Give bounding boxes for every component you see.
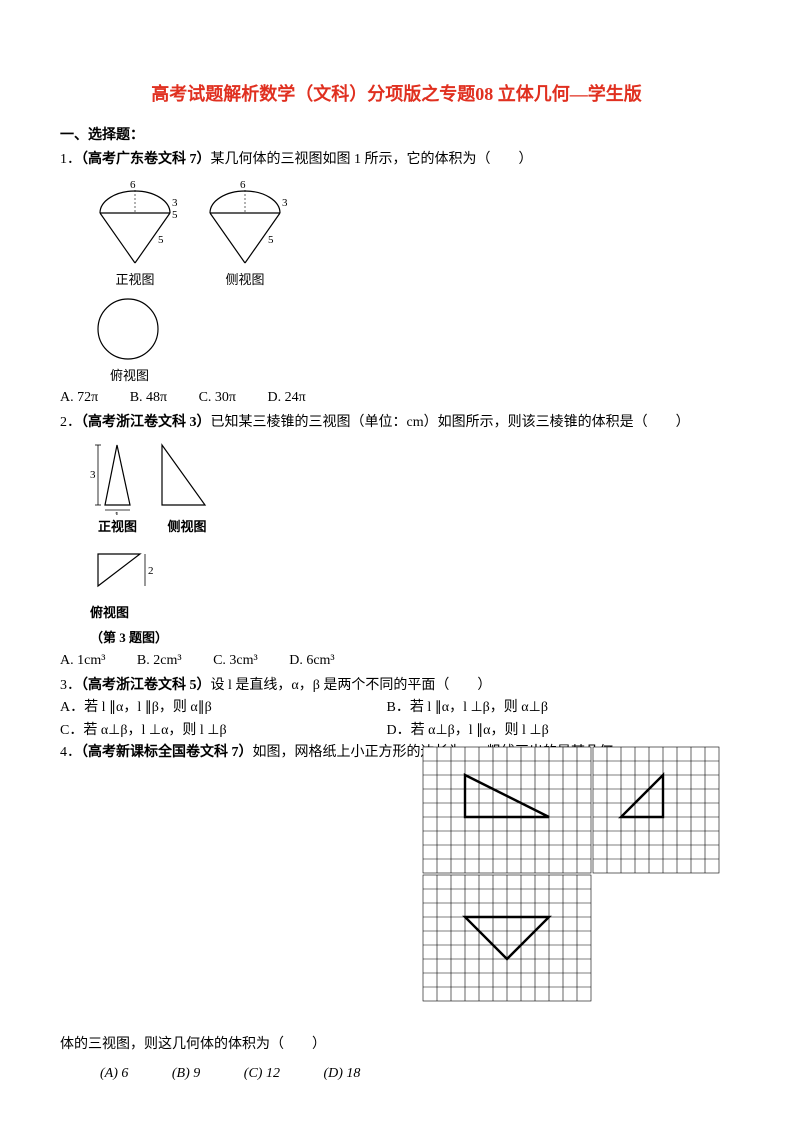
q2-side-caption: 侧视图 xyxy=(167,517,206,538)
question-4: 4．（高考新课标全国卷文科 7）如图，网格纸上小正方形的边长为 1，粗线画出的是… xyxy=(60,742,733,1085)
q4-prefix: 4． xyxy=(60,745,81,760)
question-2: 2．（高考浙江卷文科 3）已知某三棱锥的三视图（单位：cm）如图所示，则该三棱锥… xyxy=(60,412,733,434)
q4-opt-d: (D) 18 xyxy=(323,1063,360,1085)
q4-opt-c: (C) 12 xyxy=(244,1063,280,1085)
svg-text:5: 5 xyxy=(268,234,274,246)
q1-front-view: 6 3 5 5 正视图 xyxy=(90,178,180,291)
svg-text:5: 5 xyxy=(158,234,164,246)
q1-figures: 6 3 5 5 正视图 6 3 5 侧视图 xyxy=(90,178,733,291)
svg-text:1: 1 xyxy=(114,510,120,515)
q2-source: （高考浙江卷文科 3） xyxy=(81,415,211,430)
q2-opt-d: D. 6cm³ xyxy=(289,650,334,672)
q3-opt-a: A．若 l ∥α，l ∥β，则 α∥β xyxy=(60,697,383,719)
q1-source: （高考广东卷文科 7） xyxy=(81,152,211,167)
q1-front-svg: 6 3 5 5 xyxy=(90,178,180,268)
q4-grid-figure xyxy=(413,742,743,1012)
q3-source: （高考浙江卷文科 5） xyxy=(81,678,211,693)
q2-figures: 3 1 正视图 侧视图 2 俯视图 （第 3 题图） xyxy=(90,440,733,648)
q3-opt-c: C．若 α⊥β，l ⊥α，则 l ⊥β xyxy=(60,720,383,742)
q2-opt-b: B. 2cm³ xyxy=(137,650,182,672)
svg-text:6: 6 xyxy=(130,179,136,191)
q2-fig-title: （第 3 题图） xyxy=(90,628,168,649)
q3-options-row1: A．若 l ∥α，l ∥β，则 α∥β B．若 l ∥α，l ⊥β，则 α⊥β xyxy=(60,697,733,719)
q2-options: A. 1cm³ B. 2cm³ C. 3cm³ D. 6cm³ xyxy=(60,650,733,672)
q1-top-svg xyxy=(90,294,170,364)
q3-text: 设 l 是直线，α，β 是两个不同的平面（ ） xyxy=(211,678,492,693)
page-title: 高考试题解析数学（文科）分项版之专题08 立体几何—学生版 xyxy=(60,80,733,109)
q3-opt-b: B．若 l ∥α，l ⊥β，则 α⊥β xyxy=(387,697,710,719)
q1-top-caption: 俯视图 xyxy=(110,366,149,387)
question-1: 1．（高考广东卷文科 7）某几何体的三视图如图 1 所示，它的体积为（ ） xyxy=(60,149,733,171)
q4-source: （高考新课标全国卷文科 7） xyxy=(81,745,253,760)
q1-side-caption: 侧视图 xyxy=(225,270,264,291)
q4-opt-a: (A) 6 xyxy=(100,1063,128,1085)
q3-prefix: 3． xyxy=(60,678,81,693)
svg-text:3: 3 xyxy=(90,469,96,481)
q1-opt-b: B. 48π xyxy=(130,387,167,409)
title-num: 08 xyxy=(475,84,493,104)
section-heading: 一、选择题： xyxy=(60,125,733,147)
q2-opt-c: C. 3cm³ xyxy=(213,650,258,672)
q2-top-svg: 2 xyxy=(90,546,160,601)
question-3: 3．（高考浙江卷文科 5）设 l 是直线，α，β 是两个不同的平面（ ） xyxy=(60,675,733,697)
q1-top-view: 俯视图 xyxy=(90,294,733,387)
q1-options: A. 72π B. 48π C. 30π D. 24π xyxy=(60,387,733,409)
q2-opt-a: A. 1cm³ xyxy=(60,650,105,672)
q1-front-caption: 正视图 xyxy=(115,270,154,291)
svg-text:2: 2 xyxy=(148,565,154,577)
q2-top-caption: 俯视图 xyxy=(90,603,129,624)
q3-opt-d: D．若 α⊥β，l ∥α，则 l ⊥β xyxy=(387,720,710,742)
q1-opt-a: A. 72π xyxy=(60,387,98,409)
q1-text: 某几何体的三视图如图 1 所示，它的体积为（ ） xyxy=(211,152,533,167)
q2-prefix: 2． xyxy=(60,415,81,430)
q4-options: (A) 6 (B) 9 (C) 12 (D) 18 xyxy=(100,1063,733,1085)
q2-top-view: 2 俯视图 （第 3 题图） xyxy=(90,546,733,649)
q2-side-view: 侧视图 xyxy=(157,440,217,538)
q2-front-view: 3 1 正视图 xyxy=(90,440,145,538)
q1-opt-d: D. 24π xyxy=(268,387,306,409)
q3-options-row2: C．若 α⊥β，l ⊥α，则 l ⊥β D．若 α⊥β，l ∥α，则 l ⊥β xyxy=(60,720,733,742)
q4-opt-b: (B) 9 xyxy=(172,1063,200,1085)
svg-text:6: 6 xyxy=(240,179,246,191)
svg-text:5: 5 xyxy=(172,209,178,221)
q2-side-svg xyxy=(157,440,217,515)
title-p1: 高考试题解析数学（文科）分项版之专题 xyxy=(151,84,475,104)
svg-text:3: 3 xyxy=(172,197,178,209)
q2-text: 已知某三棱锥的三视图（单位：cm）如图所示，则该三棱锥的体积是（ ） xyxy=(211,415,690,430)
q1-side-view: 6 3 5 侧视图 xyxy=(200,178,290,291)
q2-front-svg: 3 1 xyxy=(90,440,145,515)
q1-prefix: 1． xyxy=(60,152,81,167)
q4-line2: 体的三视图，则这几何体的体积为（ ） xyxy=(60,1034,733,1056)
q1-side-svg: 6 3 5 xyxy=(200,178,290,268)
q1-opt-c: C. 30π xyxy=(199,387,236,409)
q2-front-caption: 正视图 xyxy=(98,517,137,538)
svg-text:3: 3 xyxy=(282,197,288,209)
title-p2: 立体几何—学生版 xyxy=(493,84,642,104)
